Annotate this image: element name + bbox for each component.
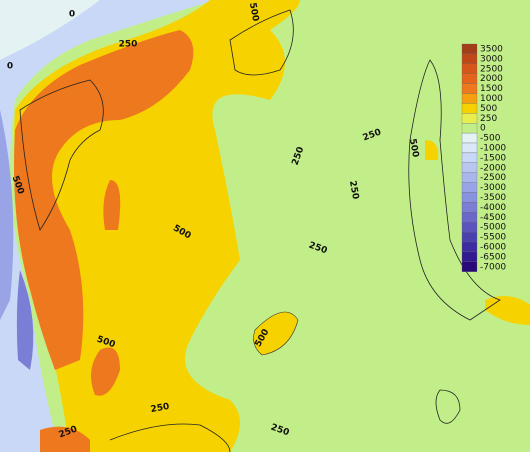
colorbar-swatch	[461, 261, 478, 272]
contour-label: 250	[347, 180, 360, 200]
colorbar-swatch	[461, 103, 478, 114]
colorbar-label: 2500	[480, 64, 503, 74]
colorbar-label: -1500	[480, 153, 506, 163]
colorbar-label: -2500	[480, 173, 506, 183]
elevation-500	[425, 140, 439, 160]
colorbar-label: 3500	[480, 44, 503, 54]
colorbar-swatch	[461, 93, 478, 104]
colorbar-swatch	[461, 53, 478, 64]
contour-label: 250	[150, 402, 170, 415]
shelf	[0, 0, 100, 60]
colorbar-label: 2000	[480, 74, 503, 84]
colorbar-label: 500	[480, 104, 497, 114]
colorbar-label: -500	[480, 134, 501, 144]
colorbar-label: 250	[480, 114, 497, 124]
elevation-1500	[91, 347, 120, 396]
colorbar-label: -3000	[480, 183, 506, 193]
contour-label: 500	[407, 138, 420, 158]
coastline	[435, 389, 461, 424]
deep-water	[0, 110, 14, 320]
elevation-1500	[14, 30, 194, 370]
colorbar-swatch	[461, 182, 478, 193]
colorbar-swatch	[461, 231, 478, 243]
colorbar-label: -2000	[480, 163, 506, 173]
colorbar-swatch	[461, 132, 478, 144]
colorbar-label: 3000	[480, 54, 503, 64]
colorbar-label: -4000	[480, 203, 506, 213]
colorbar-label: 1500	[480, 84, 503, 94]
colorbar-swatch	[461, 123, 478, 134]
colorbar-swatch	[461, 43, 478, 55]
colorbar-swatch	[461, 202, 478, 213]
colorbar-swatch	[461, 142, 478, 154]
colorbar-swatch	[461, 113, 478, 124]
coastline	[109, 423, 231, 452]
colorbar-swatch	[461, 63, 478, 74]
colorbar-swatch	[461, 222, 478, 233]
colorbar-label: -6500	[480, 252, 506, 262]
colorbar-swatch	[461, 73, 478, 84]
contour-label: 0	[69, 10, 75, 20]
colorbar-label: -3500	[480, 193, 506, 203]
colorbar: 3500300025002000150010005002500-500-1000…	[461, 43, 506, 272]
contour-label: 250	[119, 40, 138, 50]
contour-label: 500	[247, 2, 260, 22]
elevation-500	[253, 311, 299, 356]
colorbar-swatch	[461, 212, 478, 223]
contour-label: 0	[7, 62, 13, 72]
deep-water	[16, 270, 34, 370]
colorbar-label: 0	[480, 124, 486, 134]
colorbar-label: 1000	[480, 94, 503, 104]
colorbar-label: -1000	[480, 143, 506, 153]
elevation-1500	[103, 180, 121, 230]
elevation-500	[485, 296, 530, 325]
coastline	[19, 79, 104, 231]
colorbar-swatch	[461, 251, 478, 262]
coastline	[408, 59, 501, 321]
colorbar-swatch	[461, 162, 478, 173]
colorbar-swatch	[461, 192, 478, 203]
colorbar-label: -5000	[480, 223, 506, 233]
colorbar-swatch	[461, 83, 478, 94]
colorbar-label: -5500	[480, 233, 506, 243]
colorbar-label: -6000	[480, 242, 506, 252]
colorbar-label: -4500	[480, 213, 506, 223]
colorbar-swatch	[461, 172, 478, 183]
elevation-1500	[40, 426, 90, 452]
coastline	[229, 9, 294, 76]
colorbar-swatch	[461, 241, 478, 253]
colorbar-swatch	[461, 152, 478, 163]
colorbar-label: -7000	[480, 262, 506, 272]
